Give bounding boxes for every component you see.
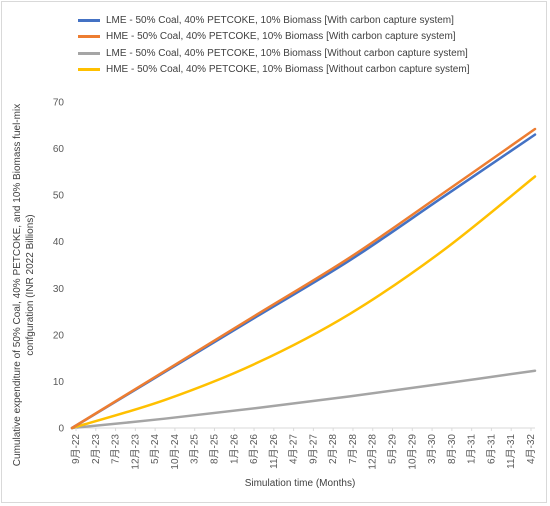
y-tick-label: 20	[53, 330, 65, 341]
x-tick-label: 12月-28	[367, 434, 379, 470]
x-tick-label: 8月-25	[208, 434, 220, 464]
x-tick-label: 3月-25	[189, 434, 201, 464]
legend-label: LME - 50% Coal, 40% PETCOKE, 10% Biomass…	[106, 47, 468, 59]
legend-swatch	[78, 35, 100, 39]
x-tick-label: 5月-24	[149, 434, 161, 464]
legend-swatch	[78, 68, 100, 72]
legend-item: HME - 50% Coal, 40% PETCOKE, 10% Biomass…	[78, 62, 469, 79]
x-tick-label: 10月-29	[406, 434, 418, 470]
x-tick-label: 1月-31	[466, 434, 478, 464]
tick-labels: 0 10 20 30 40 50 60 70 9月-22 2月-23 7月-23 12月-23 5月-2…	[53, 98, 537, 470]
x-tick-label: 12月-23	[129, 434, 141, 470]
x-tick-label: 9月-27	[307, 434, 319, 464]
x-tick-label: 10月-24	[169, 434, 181, 470]
x-tick-label: 7月-23	[110, 434, 122, 464]
x-tick-label: 6月-31	[485, 434, 497, 464]
y-axis-title-line: Cumulative expenditure of 50% Coal, 40% …	[12, 104, 23, 466]
series-layer	[70, 127, 537, 430]
x-tick-label: 5月-29	[387, 434, 399, 464]
x-tick-label: 1月-26	[228, 434, 240, 464]
y-axis-title: Cumulative expenditure of 50% Coal, 40% …	[12, 104, 36, 466]
x-axis-title: Simulation time (Months)	[245, 478, 356, 489]
y-tick-label: 30	[53, 284, 65, 295]
x-tick-label: 11月-26	[268, 434, 280, 469]
x-tick-label: 2月-23	[90, 434, 102, 464]
chart-legend: LME - 50% Coal, 40% PETCOKE, 10% Biomass…	[78, 12, 469, 78]
y-tick-label: 50	[53, 191, 65, 202]
series-line	[70, 369, 537, 430]
legend-swatch	[78, 18, 100, 22]
y-tick-label: 0	[58, 424, 64, 435]
legend-label: HME - 50% Coal, 40% PETCOKE, 10% Biomass…	[106, 64, 470, 76]
x-tick-label: 3月-30	[426, 434, 438, 464]
x-tick-label: 4月-32	[525, 434, 537, 464]
series-line	[70, 127, 537, 430]
y-tick-label: 70	[53, 98, 65, 109]
legend-label: LME - 50% Coal, 40% PETCOKE, 10% Biomass…	[106, 14, 454, 26]
legend-swatch	[78, 51, 100, 55]
x-tick-label: 7月-28	[347, 434, 359, 464]
legend-item: HME - 50% Coal, 40% PETCOKE, 10% Biomass…	[78, 29, 469, 46]
x-tick-label: 2月-28	[327, 434, 339, 464]
y-axis-title-line: confguration (INR 2022 Billions)	[25, 214, 36, 355]
x-tick-label: 6月-26	[248, 434, 260, 464]
x-tick-label: 11月-31	[505, 434, 517, 469]
y-tick-label: 40	[53, 237, 65, 248]
legend-item: LME - 50% Coal, 40% PETCOKE, 10% Biomass…	[78, 45, 469, 62]
y-tick-label: 60	[53, 144, 65, 155]
y-tick-label: 10	[53, 377, 65, 388]
legend-label: HME - 50% Coal, 40% PETCOKE, 10% Biomass…	[106, 31, 456, 43]
x-tick-label: 9月-22	[70, 434, 82, 464]
series-line	[70, 175, 537, 430]
x-tick-label: 4月-27	[288, 434, 300, 464]
legend-item: LME - 50% Coal, 40% PETCOKE, 10% Biomass…	[78, 12, 469, 29]
x-tick-label: 8月-30	[446, 434, 458, 464]
